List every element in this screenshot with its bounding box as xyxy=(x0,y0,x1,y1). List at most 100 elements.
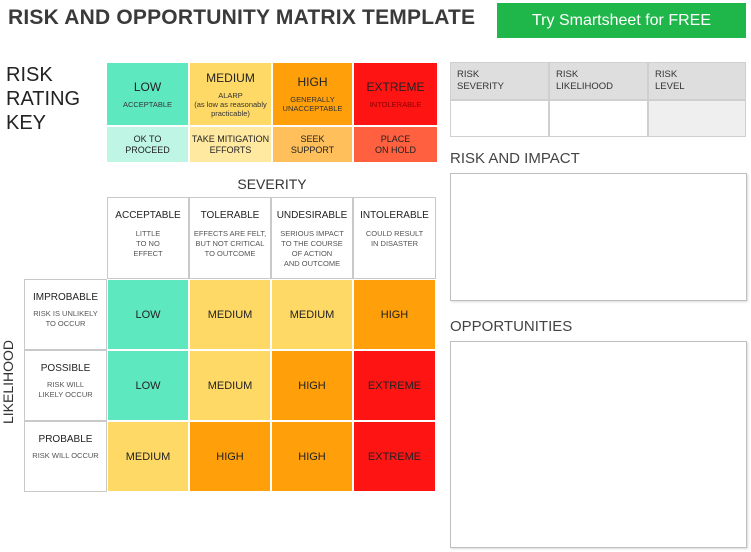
severity-col-name: INTOLERABLE xyxy=(360,210,429,221)
key-label-line: KEY xyxy=(6,112,47,134)
severity-desc-line: LITTLE xyxy=(135,229,161,238)
rating-header-level: RISK LEVEL xyxy=(648,62,746,100)
severity-desc-line: SERIOUS IMPACT xyxy=(280,229,344,238)
key-action-high: SEEK SUPPORT xyxy=(273,127,352,162)
matrix-cell-r1-c1: LOW xyxy=(107,279,189,350)
severity-col-name: TOLERABLE xyxy=(200,210,260,221)
matrix-cell-value: EXTREME xyxy=(367,450,422,463)
key-level-name: MEDIUM xyxy=(206,70,255,85)
matrix-cell-value: HIGH xyxy=(298,450,326,463)
rating-header-line: RISK xyxy=(457,69,480,80)
key-action-line: PLACE xyxy=(380,133,411,144)
matrix-cell-r1-c4: HIGH xyxy=(353,279,436,350)
matrix-cell-value: LOW xyxy=(135,379,161,392)
key-level-name: HIGH xyxy=(297,75,328,89)
likelihood-row-possible: POSSIBLE RISK WILL LIKELY OCCUR xyxy=(24,350,107,421)
risk-and-impact-title: RISK AND IMPACT xyxy=(450,150,580,167)
matrix-cell-r3-c4: EXTREME xyxy=(353,421,436,492)
likelihood-row-desc: RISK WILL LIKELY OCCUR xyxy=(38,380,92,400)
key-action-line: SEEK xyxy=(300,133,325,144)
severity-col-desc: EFFECTS ARE FELT, BUT NOT CRITICAL TO OU… xyxy=(194,229,266,259)
matrix-cell-r2-c1: LOW xyxy=(107,350,189,421)
key-level-extreme: EXTREME INTOLERABLE xyxy=(354,63,437,125)
key-action-line: EFFORTS xyxy=(209,144,252,155)
severity-col-name: UNDESIRABLE xyxy=(276,210,348,221)
severity-desc-line: OF ACTION xyxy=(291,249,333,258)
matrix-cell-value: MEDIUM xyxy=(207,379,253,392)
severity-desc-line: TO NO xyxy=(136,239,160,248)
likelihood-desc-line: TO OCCUR xyxy=(45,319,86,328)
likelihood-row-probable: PROBABLE RISK WILL OCCUR xyxy=(24,421,107,492)
matrix-cell-r3-c3: HIGH xyxy=(271,421,353,492)
severity-desc-line: EFFECT xyxy=(133,249,163,258)
key-action-medium: TAKE MITIGATION EFFORTS xyxy=(190,127,271,162)
key-level-low: LOW ACCEPTABLE xyxy=(107,63,188,125)
severity-desc-line: BUT NOT CRITICAL xyxy=(195,239,265,248)
matrix-cell-value: MEDIUM xyxy=(207,308,253,321)
rating-header-line: LIKELIHOOD xyxy=(556,81,614,92)
likelihood-row-name: IMPROBABLE xyxy=(32,292,99,303)
key-desc-line: UNACCEPTABLE xyxy=(282,104,343,113)
severity-title: SEVERITY xyxy=(237,176,307,192)
key-action-extreme: PLACE ON HOLD xyxy=(354,127,437,162)
key-level-medium: MEDIUM ALARP (as low as reasonably pract… xyxy=(190,63,271,125)
severity-desc-line: EFFECTS ARE FELT, xyxy=(193,229,267,238)
key-level-name: EXTREME xyxy=(366,79,425,94)
key-level-high: HIGH GENERALLY UNACCEPTABLE xyxy=(273,63,352,125)
key-desc-line: (as low as reasonably xyxy=(194,99,267,109)
likelihood-desc-line: RISK WILL OCCUR xyxy=(32,451,99,460)
risk-and-impact-textbox[interactable] xyxy=(450,173,747,301)
severity-desc-line: COULD RESULT xyxy=(365,229,424,238)
matrix-cell-value: MEDIUM xyxy=(289,308,335,321)
severity-col-name: ACCEPTABLE xyxy=(115,210,181,221)
matrix-cell-r2-c2: MEDIUM xyxy=(189,350,271,421)
severity-col-acceptable: ACCEPTABLE LITTLE TO NO EFFECT xyxy=(107,197,189,279)
likelihood-row-improbable: IMPROBABLE RISK IS UNLIKELY TO OCCUR xyxy=(24,279,107,350)
likelihood-row-name: PROBABLE xyxy=(38,434,93,445)
likelihood-title: LIKELIHOOD xyxy=(0,339,16,425)
matrix-cell-r3-c1: MEDIUM xyxy=(107,421,189,492)
likelihood-row-desc: RISK WILL OCCUR xyxy=(32,451,98,461)
severity-desc-line: TO THE COURSE xyxy=(281,239,343,248)
key-action-line: ON HOLD xyxy=(374,144,416,155)
likelihood-row-name: POSSIBLE xyxy=(40,363,91,374)
key-desc-line: ALARP xyxy=(218,90,243,100)
key-action-line: SUPPORT xyxy=(290,144,335,155)
try-smartsheet-button[interactable]: Try Smartsheet for FREE xyxy=(497,3,746,38)
matrix-cell-value: LOW xyxy=(135,308,161,321)
rating-input-severity[interactable] xyxy=(450,100,549,137)
risk-rating-key-label: RISK RATING KEY xyxy=(6,63,80,135)
likelihood-desc-line: RISK IS UNLIKELY xyxy=(33,309,98,318)
severity-col-undesirable: UNDESIRABLE SERIOUS IMPACT TO THE COURSE… xyxy=(271,197,353,279)
key-level-desc: GENERALLY UNACCEPTABLE xyxy=(283,95,343,113)
severity-desc-line: IN DISASTER xyxy=(370,239,419,248)
severity-col-desc: LITTLE TO NO EFFECT xyxy=(133,229,162,259)
opportunities-textbox[interactable] xyxy=(450,341,747,548)
likelihood-desc-line: RISK WILL xyxy=(46,380,85,389)
rating-header-likelihood: RISK LIKELIHOOD xyxy=(549,62,648,100)
matrix-cell-r1-c3: MEDIUM xyxy=(271,279,353,350)
key-action-line: PROCEED xyxy=(125,144,170,155)
severity-col-tolerable: TOLERABLE EFFECTS ARE FELT, BUT NOT CRIT… xyxy=(189,197,271,279)
severity-col-desc: COULD RESULT IN DISASTER xyxy=(366,229,423,249)
key-label-line: RATING xyxy=(6,88,81,110)
severity-col-intolerable: INTOLERABLE COULD RESULT IN DISASTER xyxy=(353,197,436,279)
key-label-line: RISK xyxy=(6,64,53,86)
matrix-cell-r2-c4: EXTREME xyxy=(353,350,436,421)
likelihood-row-desc: RISK IS UNLIKELY TO OCCUR xyxy=(33,309,97,329)
matrix-cell-value: HIGH xyxy=(298,379,326,392)
key-level-desc: ALARP (as low as reasonably practicable) xyxy=(194,91,267,118)
likelihood-desc-line: LIKELY OCCUR xyxy=(38,390,93,399)
key-level-name: LOW xyxy=(133,79,162,94)
page-title: RISK AND OPPORTUNITY MATRIX TEMPLATE xyxy=(8,6,476,29)
severity-col-desc: SERIOUS IMPACT TO THE COURSE OF ACTION A… xyxy=(280,229,344,269)
rating-header-line: SEVERITY xyxy=(457,81,504,92)
rating-output-level xyxy=(648,100,746,137)
severity-desc-line: AND OUTCOME xyxy=(283,259,341,268)
matrix-cell-r2-c3: HIGH xyxy=(271,350,353,421)
rating-input-likelihood[interactable] xyxy=(549,100,648,137)
key-action-line: OK TO xyxy=(133,133,162,144)
matrix-cell-r1-c2: MEDIUM xyxy=(189,279,271,350)
rating-header-line: LEVEL xyxy=(655,81,685,92)
key-action-line: TAKE MITIGATION xyxy=(191,133,270,144)
